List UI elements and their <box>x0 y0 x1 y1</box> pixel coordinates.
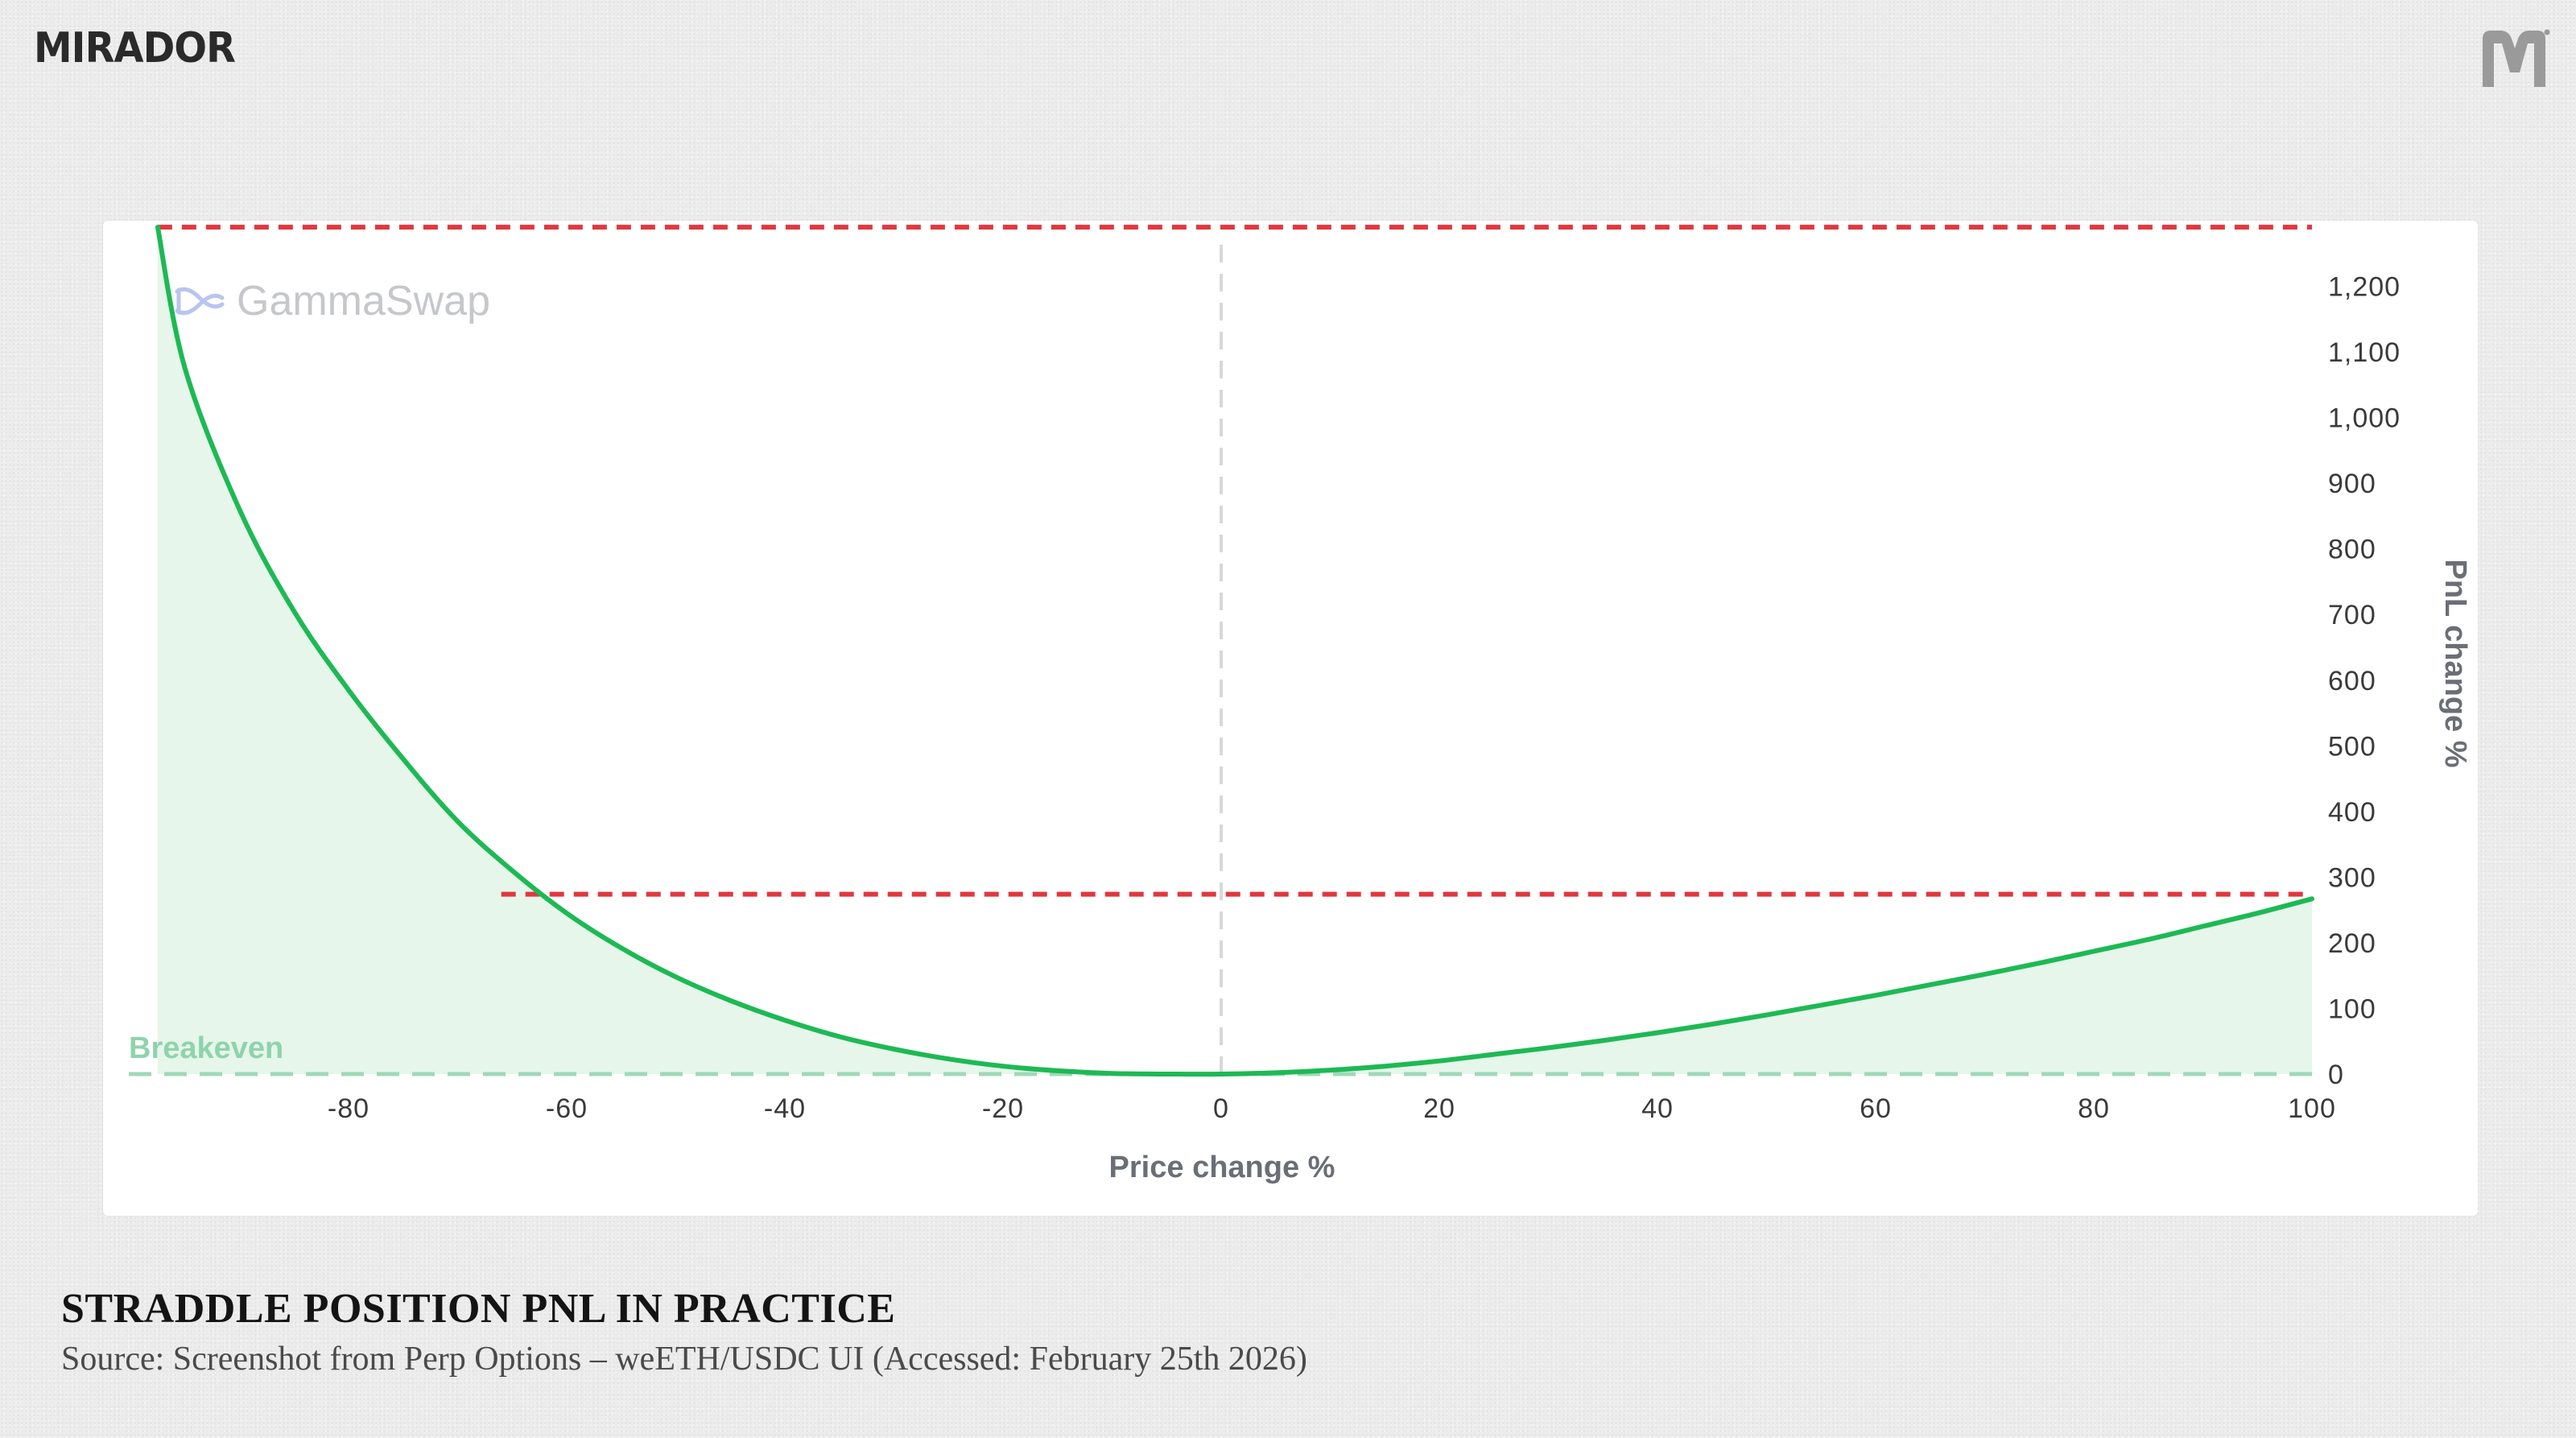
gammaswap-wordmark: GammaSwap <box>237 278 490 324</box>
y-tick-label: 800 <box>2328 535 2376 565</box>
gammaswap-watermark: GammaSwap <box>175 278 490 324</box>
y-tick-label: 900 <box>2328 469 2376 499</box>
breakeven-label: Breakeven <box>129 1031 283 1065</box>
figure-title: STRADDLE POSITION PNL IN PRACTICE <box>61 1286 896 1332</box>
y-tick-label: 300 <box>2328 862 2376 893</box>
x-tick-label: -40 <box>764 1093 806 1124</box>
x-axis-title: Price change % <box>1109 1151 1335 1184</box>
pnl-chart: -80 -60 -40 -20 0 20 40 60 80 100 010020030040050… <box>129 225 2472 1184</box>
y-tick-label: 600 <box>2328 666 2376 696</box>
gammaswap-logo-icon <box>175 287 225 316</box>
y-tick-label: 1,100 <box>2328 337 2401 368</box>
y-tick-label: 0 <box>2328 1060 2344 1090</box>
x-tick-label: -60 <box>546 1093 588 1124</box>
figure-source: Source: Screenshot from Perp Options – w… <box>61 1341 1307 1378</box>
x-tick-label: 20 <box>1423 1093 1455 1124</box>
y-axis-title: PnL change % <box>2438 559 2472 767</box>
y-tick-label: 400 <box>2328 797 2376 828</box>
x-tick-label: 60 <box>1860 1093 1892 1124</box>
x-tick-label: 100 <box>2288 1093 2336 1124</box>
pnl-area-fill <box>157 227 2313 1075</box>
x-tick-label: -20 <box>982 1093 1024 1124</box>
y-tick-label: 200 <box>2328 928 2376 959</box>
y-tick-label: 700 <box>2328 600 2376 630</box>
mirador-m-logo-icon <box>2483 29 2550 87</box>
chart-panel: -80 -60 -40 -20 0 20 40 60 80 100 0 100 200 300 400 50… <box>103 221 2478 1216</box>
x-tick-label: 40 <box>1641 1093 1674 1124</box>
y-tick-label: 500 <box>2328 731 2376 762</box>
y-tick-label: 100 <box>2328 994 2376 1024</box>
pnl-curve <box>155 225 2314 1077</box>
x-tick-label: 0 <box>1213 1093 1229 1124</box>
x-tick-label: -80 <box>328 1093 369 1124</box>
y-tick-label: 1,200 <box>2328 272 2401 303</box>
x-tick-label: 80 <box>2078 1093 2110 1124</box>
y-tick-label: 1,000 <box>2328 403 2401 434</box>
brand-wordmark: MIRADOR <box>34 24 236 72</box>
